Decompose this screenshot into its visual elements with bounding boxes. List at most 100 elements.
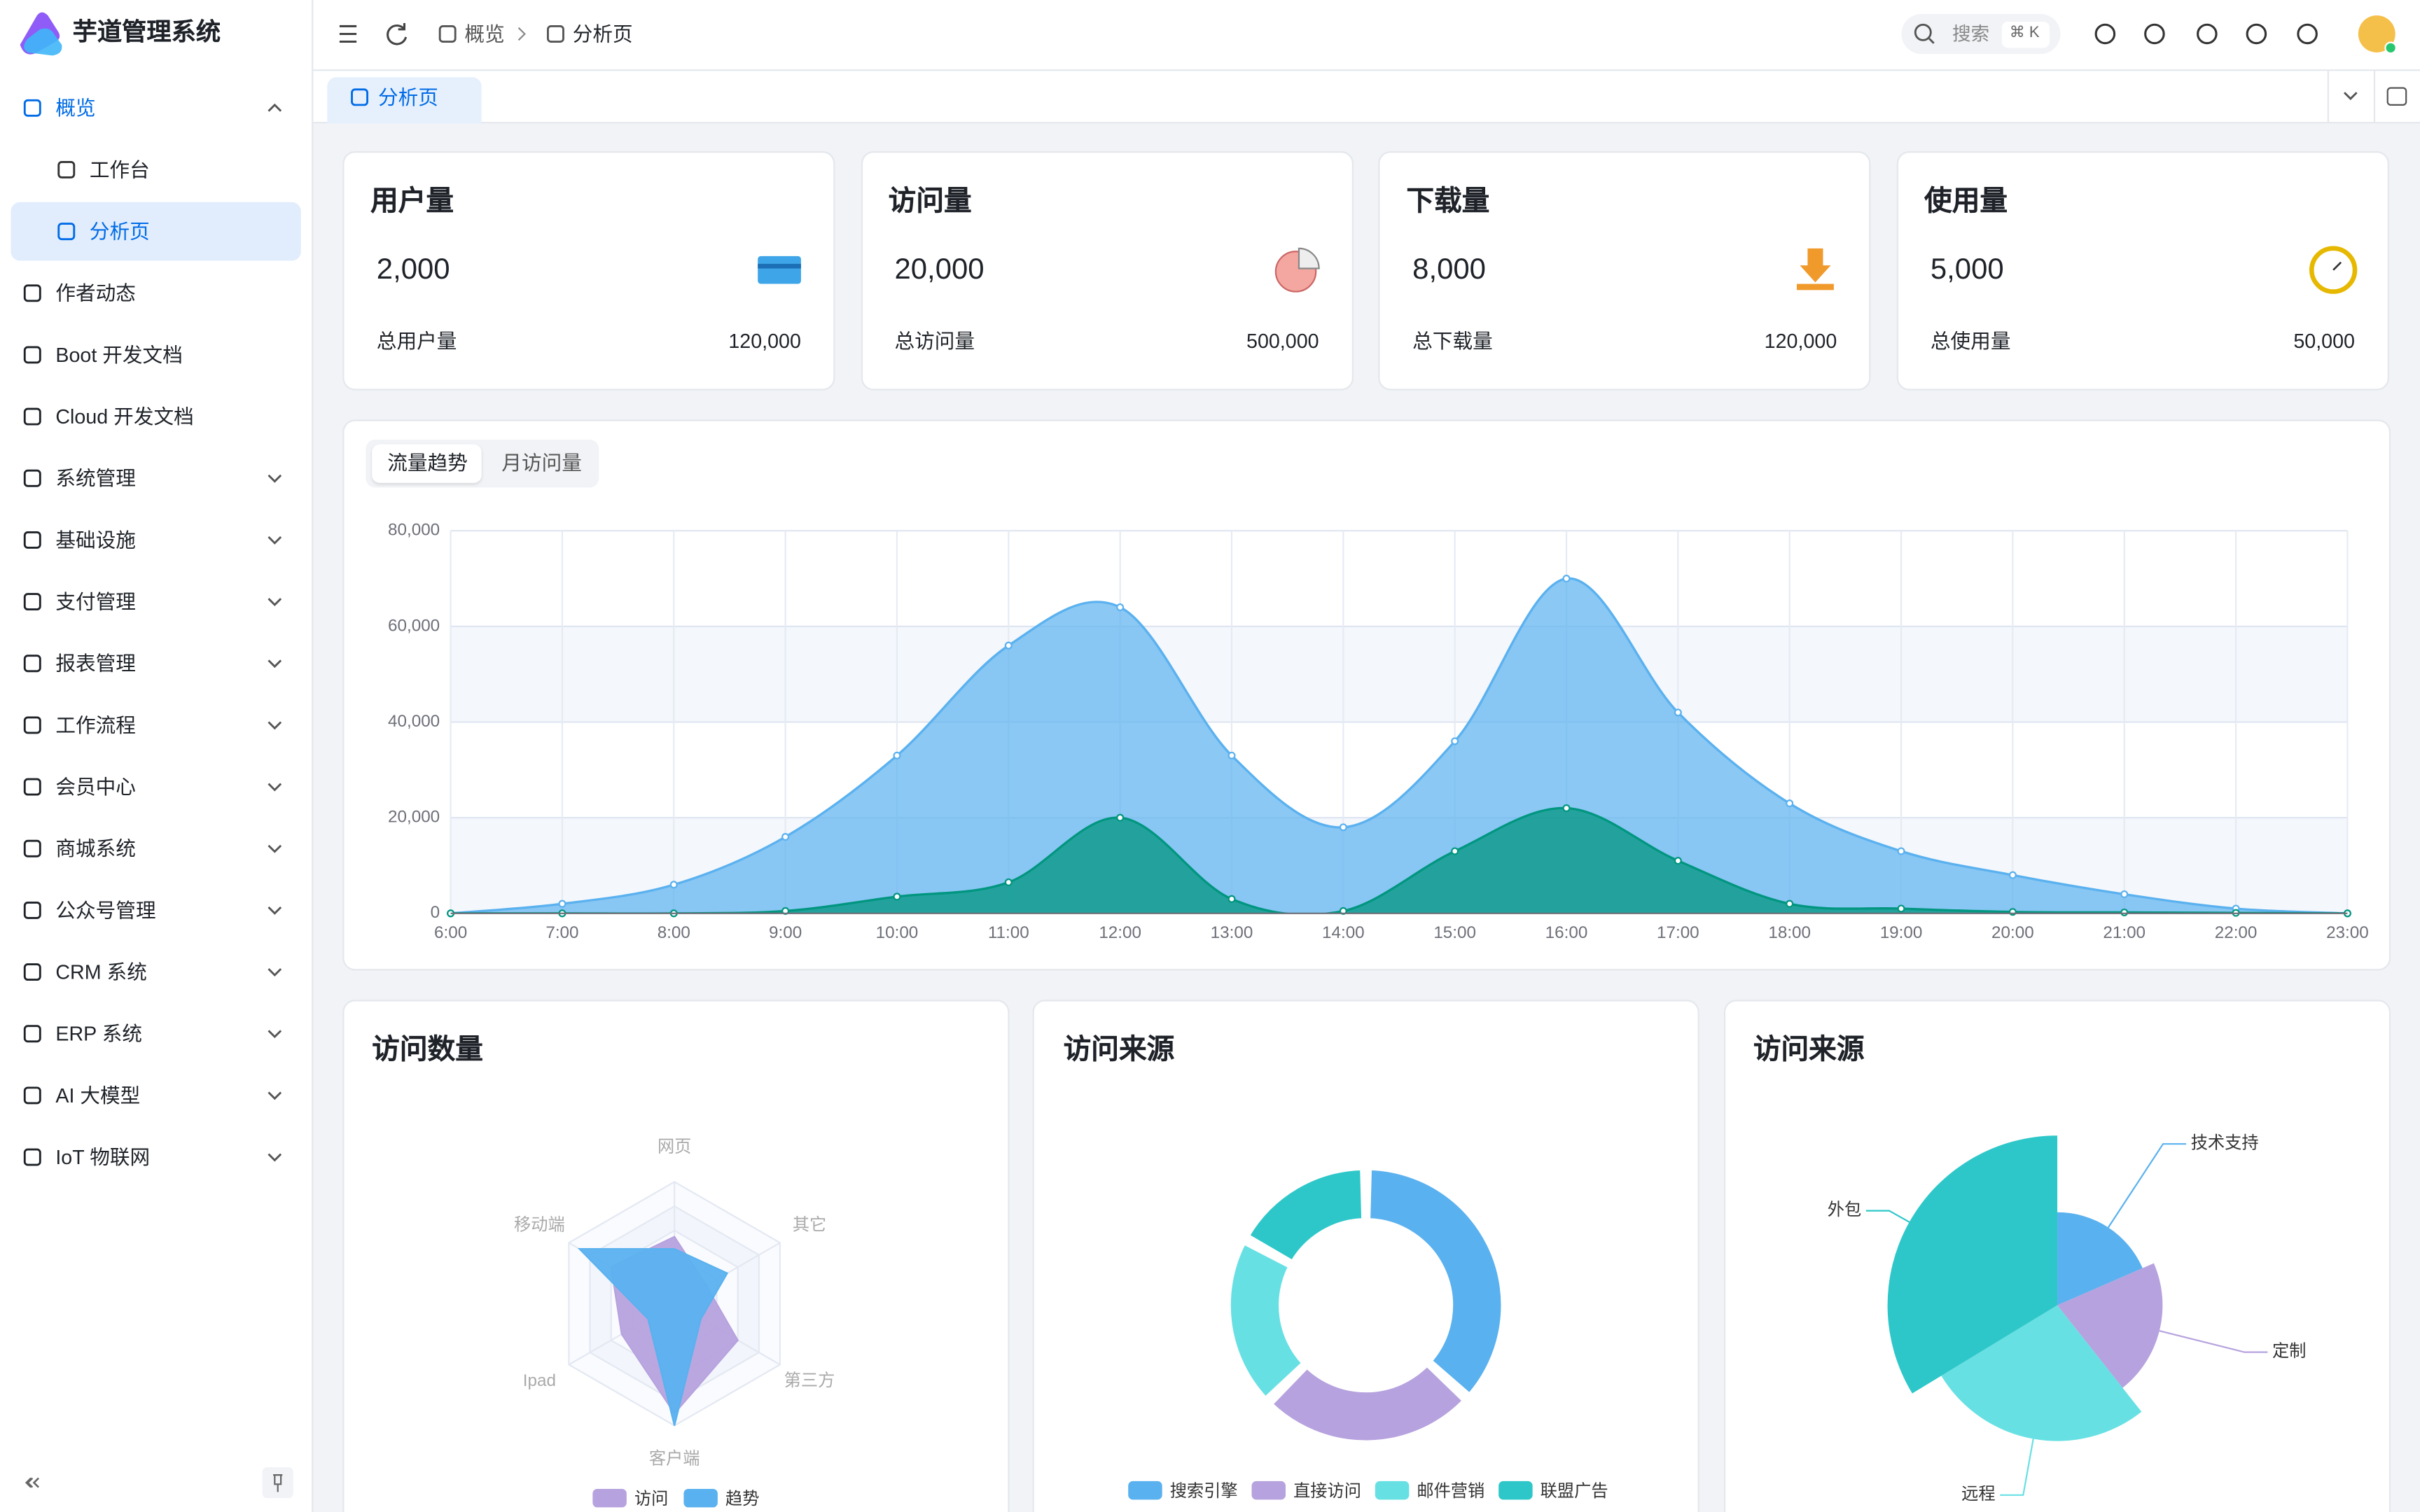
point bbox=[1228, 895, 1236, 903]
breadcrumb[interactable]: 概览 bbox=[464, 22, 505, 46]
label-line bbox=[2159, 1330, 2268, 1353]
point bbox=[1674, 708, 1682, 717]
card-title: 用户量 bbox=[370, 185, 454, 216]
menu-icon bbox=[438, 25, 457, 43]
x-tick-label: 13:00 bbox=[1211, 923, 1253, 942]
area-fill bbox=[450, 808, 2348, 913]
divider bbox=[2327, 71, 2329, 122]
chart-tab[interactable]: 月访问量 bbox=[501, 451, 582, 475]
segment-active[interactable] bbox=[372, 444, 482, 483]
tab[interactable] bbox=[327, 77, 482, 124]
x-tick-label: 11:00 bbox=[988, 923, 1029, 942]
menu-icon bbox=[23, 963, 41, 981]
chevron bbox=[267, 721, 282, 730]
x-tick-label: 7:00 bbox=[545, 923, 578, 942]
menu-icon bbox=[351, 88, 369, 106]
menu-item[interactable]: 概览 bbox=[55, 96, 96, 120]
x-tick-label: 15:00 bbox=[1433, 923, 1476, 942]
menu-item[interactable]: 工作流程 bbox=[55, 713, 136, 737]
breadcrumb-sep bbox=[517, 27, 526, 41]
point bbox=[669, 881, 678, 889]
x-tick-label: 12:00 bbox=[1099, 923, 1141, 942]
menu-item[interactable]: 作者动态 bbox=[55, 281, 136, 305]
chart-title: 访问来源 bbox=[1063, 1033, 1175, 1065]
menu-icon bbox=[547, 25, 564, 43]
x-tick-label: 19:00 bbox=[1880, 923, 1923, 942]
legend-label: 邮件营销 bbox=[1417, 1482, 1484, 1501]
chart-title: 访问数量 bbox=[372, 1033, 483, 1065]
toolbar-icon bbox=[2197, 23, 2218, 45]
card-total-label: 总用户量 bbox=[376, 329, 457, 353]
menu-item[interactable]: 报表管理 bbox=[55, 652, 136, 676]
point bbox=[1116, 603, 1125, 612]
y-tick-label: 80,000 bbox=[388, 521, 440, 540]
chart-tab[interactable]: 流量趋势 bbox=[387, 451, 468, 475]
menu-item[interactable]: CRM 系统 bbox=[55, 960, 147, 984]
card-value: 8,000 bbox=[1412, 253, 1486, 286]
point bbox=[1562, 804, 1571, 813]
menu-icon bbox=[23, 593, 41, 611]
menu-icon bbox=[57, 223, 76, 241]
rose-slice bbox=[1887, 1135, 2058, 1394]
menu-item[interactable]: 系统管理 bbox=[55, 466, 136, 490]
point bbox=[2008, 871, 2017, 879]
search-placeholder[interactable]: 搜索 bbox=[1952, 23, 1990, 45]
app-title: 芋道管理系统 bbox=[72, 20, 221, 47]
legend-swatch bbox=[1375, 1480, 1410, 1500]
menu-toggle bbox=[339, 24, 357, 43]
menu-item[interactable]: 支付管理 bbox=[55, 590, 136, 614]
legend-label: 直接访问 bbox=[1293, 1482, 1361, 1501]
x-tick-label: 8:00 bbox=[658, 923, 690, 942]
fullscreen-icon bbox=[2386, 87, 2407, 106]
tab-label[interactable]: 分析页 bbox=[378, 85, 438, 109]
x-tick-label: 22:00 bbox=[2215, 923, 2258, 942]
point bbox=[1786, 799, 1794, 808]
point bbox=[781, 832, 790, 841]
menu-icon bbox=[23, 1086, 41, 1105]
point bbox=[1116, 813, 1125, 822]
refresh bbox=[387, 23, 408, 46]
menu-item[interactable]: IoT 物联网 bbox=[55, 1145, 151, 1169]
stat-card bbox=[1378, 151, 1871, 391]
menu-item[interactable]: 商城系统 bbox=[55, 836, 136, 860]
point bbox=[1786, 899, 1794, 908]
point bbox=[1339, 823, 1347, 832]
slice-label: 定制 bbox=[2272, 1342, 2306, 1361]
rose-slice bbox=[2057, 1263, 2163, 1388]
legend-swatch bbox=[592, 1488, 627, 1508]
menu-item[interactable]: Cloud 开发文档 bbox=[55, 405, 194, 428]
x-tick-label: 10:00 bbox=[876, 923, 919, 942]
menu-item[interactable]: Boot 开发文档 bbox=[55, 343, 183, 367]
menu-icon bbox=[23, 654, 41, 673]
menu-item[interactable]: AI 大模型 bbox=[55, 1084, 141, 1107]
breadcrumb: 分析页 bbox=[572, 22, 633, 46]
chevron bbox=[267, 598, 282, 607]
point bbox=[1451, 847, 1459, 855]
menu-icon bbox=[23, 531, 41, 549]
menu-icon bbox=[23, 716, 41, 734]
point bbox=[1897, 904, 1905, 913]
chart-title: 访问来源 bbox=[1753, 1033, 1865, 1065]
point bbox=[1674, 857, 1682, 865]
chevron bbox=[267, 844, 282, 853]
label-line bbox=[2000, 1438, 2034, 1496]
menu-item[interactable]: 会员中心 bbox=[55, 775, 136, 799]
avatar bbox=[2358, 15, 2395, 52]
active-bg bbox=[11, 202, 301, 261]
label-line bbox=[2107, 1143, 2187, 1228]
submenu-item[interactable]: 分析页 bbox=[89, 220, 150, 244]
menu-item[interactable]: 基础设施 bbox=[55, 528, 136, 552]
submenu-item[interactable]: 工作台 bbox=[89, 158, 150, 181]
radar-indicator: 客户端 bbox=[649, 1449, 700, 1468]
legend-label: 搜索引擎 bbox=[1170, 1482, 1238, 1501]
menu-item[interactable]: 公众号管理 bbox=[55, 898, 156, 922]
x-tick-label: 23:00 bbox=[2326, 923, 2369, 942]
point bbox=[1897, 847, 1905, 855]
divider bbox=[2373, 71, 2376, 122]
donut-slice bbox=[1244, 1166, 1366, 1265]
menu-item[interactable]: ERP 系统 bbox=[55, 1022, 143, 1046]
point bbox=[558, 899, 566, 908]
slice-label: 远程 bbox=[1961, 1485, 1995, 1504]
